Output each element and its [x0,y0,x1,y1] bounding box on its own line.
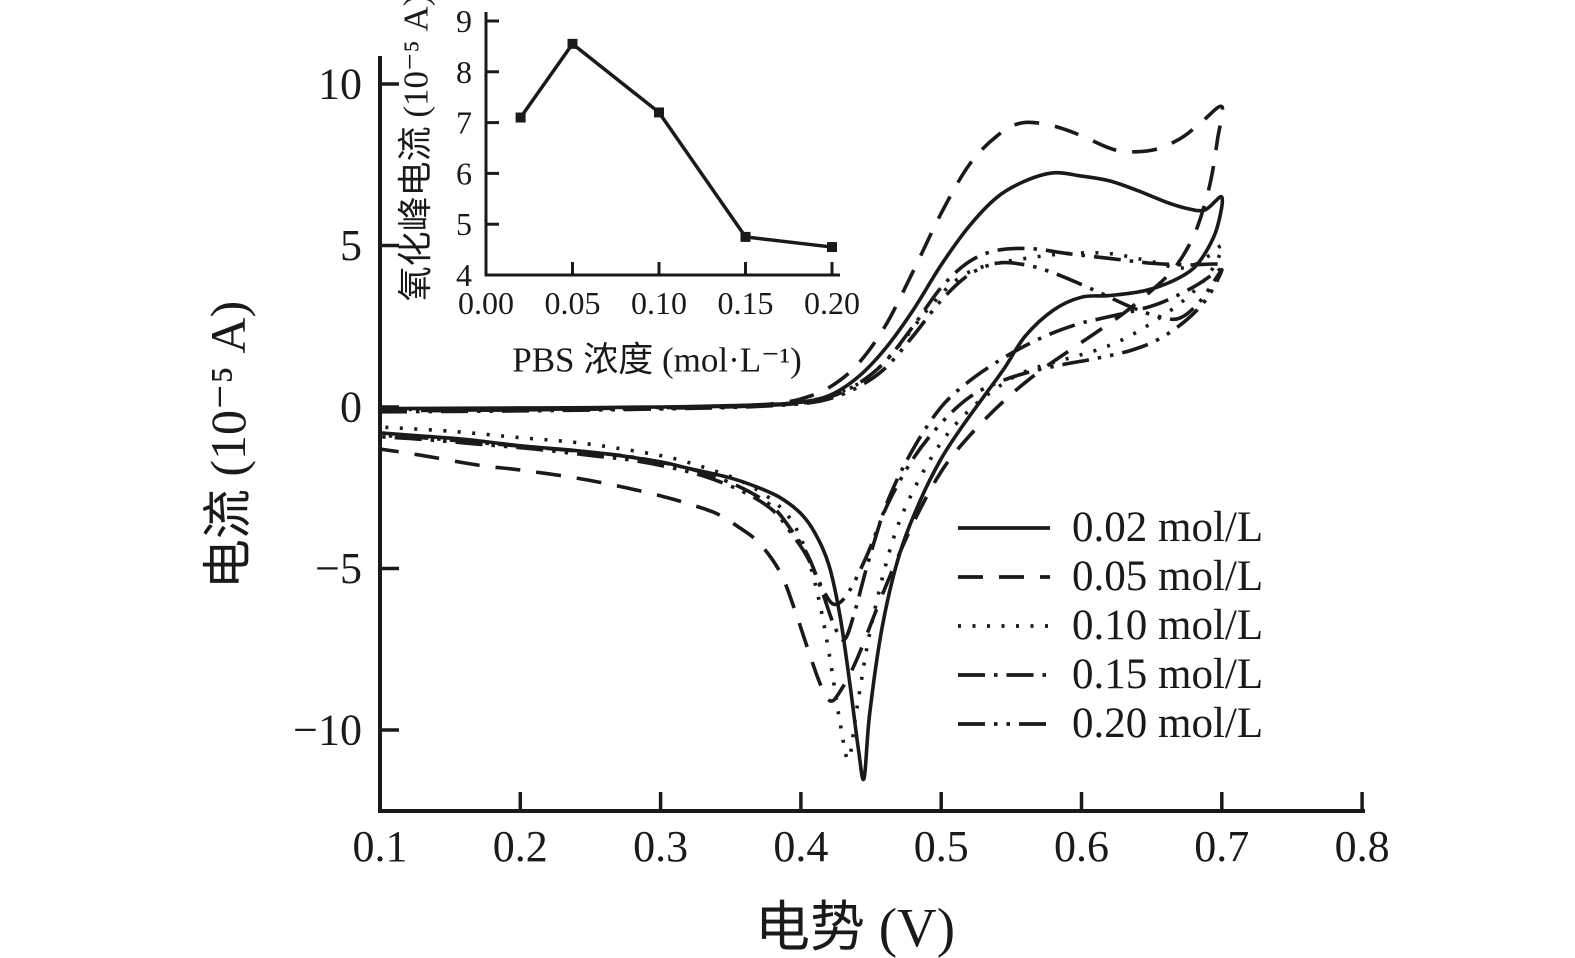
y-tick-label: 5 [340,221,362,270]
main-y-axis-title: 电流 (10⁻⁵ A) [200,300,256,590]
legend-line-dash-dot-dot [958,721,1050,726]
cv-curve-0.20 [379,260,1224,607]
cv-curve-0.15 [379,246,1225,642]
y-tick-label: 10 [318,60,362,109]
inset-data-marker [654,107,664,118]
x-tick-label: 0.5 [914,822,969,871]
inset-data-marker [740,231,751,242]
inset-curve [519,41,833,249]
legend-label: 0.10 mol/L [1072,602,1264,649]
inset-x-tick-label: 0.10 [631,285,687,321]
legend: 0.02 mol/L 0.05 mol/L 0.10 mol/L 0.15 mo… [956,503,1263,748]
x-tick-label: 0.1 [353,822,408,871]
legend-line-dotted [958,623,1050,628]
legend-label: 0.05 mol/L [1072,553,1264,600]
inset-y-tick-label: 9 [456,3,472,39]
legend-item-0.20: 0.20 mol/L [956,699,1263,748]
legend-line-dashed [958,574,1050,579]
inset-y-tick-label: 6 [456,155,472,191]
cv-curve-0.05 [379,104,1225,703]
legend-line-dash-dot [958,672,1050,677]
x-tick-label: 0.8 [1335,822,1390,871]
x-tick-label: 0.4 [773,822,828,871]
inset-y-tick-label: 4 [456,257,472,293]
inset-data-marker [827,242,837,253]
legend-label: 0.15 mol/L [1072,651,1264,698]
x-tick-label: 0.2 [493,822,548,871]
legend-label: 0.20 mol/L [1072,700,1264,747]
legend-label: 0.02 mol/L [1072,504,1264,551]
x-tick-label: 0.3 [633,822,688,871]
main-x-axis-title: 电势 (V) [754,897,956,958]
inset-x-axis-title: PBS 浓度 (mol·L⁻¹) [512,340,802,380]
legend-item-0.10: 0.10 mol/L [956,601,1263,650]
inset-data-marker [567,38,578,49]
cv-curves [379,104,1225,782]
inset-y-axis-title: 氧化峰电流 (10⁻⁵ A) [396,0,436,302]
inset-axis-spines [484,12,840,277]
inset-x-tick-label: 0.20 [804,285,860,321]
inset-x-tick-label: 0.15 [718,285,774,321]
y-tick-label: −5 [315,544,362,593]
legend-line-solid [958,525,1050,530]
inset-x-tick-label: 0.00 [458,285,514,321]
legend-item-0.15: 0.15 mol/L [956,650,1263,699]
cv-curve-0.02 [379,170,1225,782]
x-tick-label: 0.6 [1054,822,1109,871]
inset-chart: 0.00 0.05 0.10 0.15 0.20 4 5 6 7 8 9 [456,3,860,321]
y-tick-label: 0 [340,383,362,432]
legend-item-0.05: 0.05 mol/L [956,552,1263,601]
x-tick-label: 0.7 [1194,822,1249,871]
inset-x-tick-label: 0.05 [545,285,601,321]
inset-y-tick-label: 8 [456,54,472,90]
legend-item-0.02: 0.02 mol/L [956,503,1263,552]
inset-y-tick-label: 5 [456,206,472,242]
inset-y-tick-label: 7 [456,105,472,141]
inset-data-marker [515,112,526,123]
y-tick-label: −10 [293,706,362,755]
main-axes: 0.1 0.2 0.3 0.4 0.5 0.6 0.7 0.8 10 5 0 −5 −10 [293,56,1390,871]
